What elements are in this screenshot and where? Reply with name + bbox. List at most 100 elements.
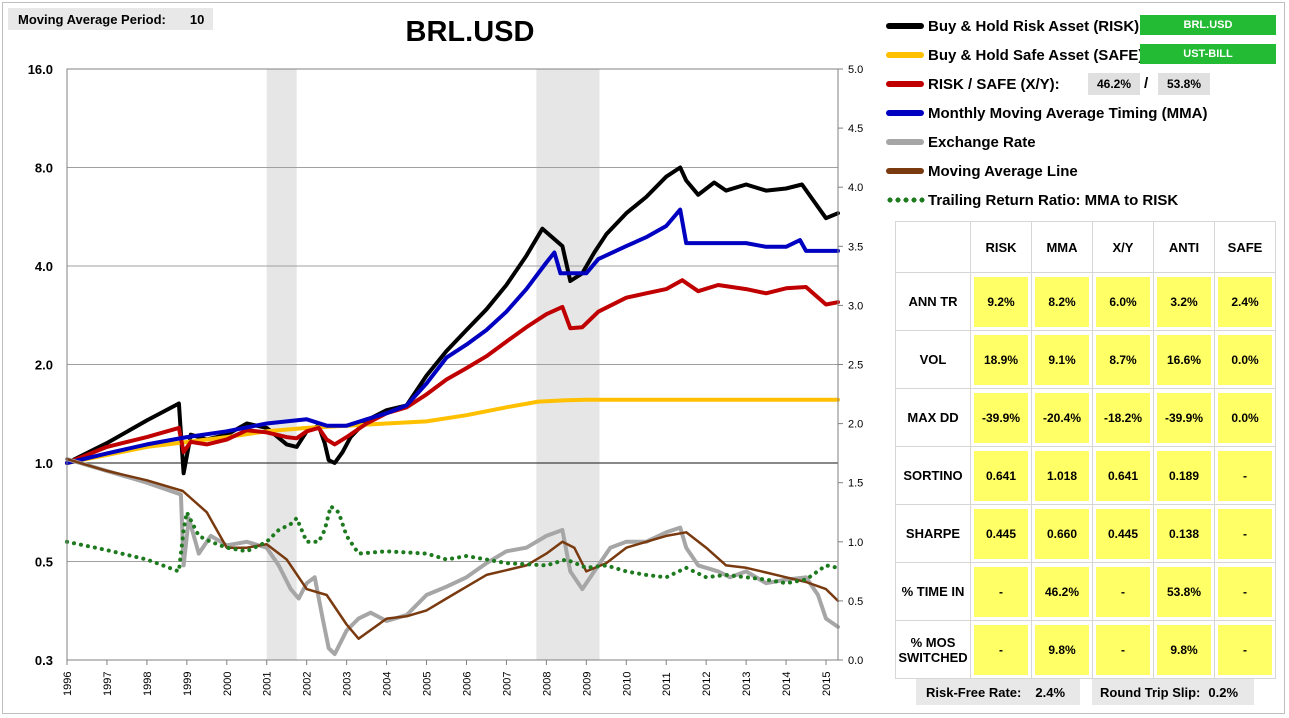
xy-risk-box: 46.2% <box>1088 73 1140 95</box>
y-tick-label-right: 2.5 <box>848 360 863 372</box>
ma-period-label: Moving Average Period: <box>18 11 166 27</box>
stats-cell: 0.445 <box>1092 504 1154 563</box>
y-tick-label-left: 0.3 <box>35 653 53 668</box>
stats-value: - <box>1218 624 1272 675</box>
y-tick-label-left: 2.0 <box>35 358 53 373</box>
stats-row: VOL 18.9% 9.1% 8.7% 16.6% 0.0% <box>895 330 1276 389</box>
y-tick-label-right: 3.0 <box>848 300 863 312</box>
xy-safe-box: 53.8% <box>1158 73 1210 95</box>
risk-free-pill: Risk-Free Rate: 2.4% <box>916 679 1080 705</box>
legend-label: Exchange Rate <box>928 133 1036 151</box>
stats-cell: -39.9% <box>970 388 1032 447</box>
y-tick-label-right: 0.5 <box>848 596 863 608</box>
x-tick-label: 2010 <box>621 672 633 696</box>
chart-plot: 16.0 8.0 4.0 2.0 1.0 0.5 0.3 5.0 4.5 4.0 3.5 3.0 2.5… <box>28 62 864 696</box>
stats-cell: - <box>970 620 1032 679</box>
legend-swatch <box>886 168 924 174</box>
stats-value: - <box>1096 566 1150 617</box>
x-tick-label: 2012 <box>701 672 713 696</box>
x-tick-label: 2006 <box>461 672 473 696</box>
y-tick-label-right: 4.0 <box>848 182 863 194</box>
series-line <box>65 165 840 476</box>
slip-label: Round Trip Slip: <box>1100 684 1201 700</box>
stats-cell: 0.0% <box>1214 330 1276 389</box>
stats-value: 9.1% <box>1035 334 1089 385</box>
stats-value: -18.2% <box>1096 392 1150 443</box>
y-tick-label-right: 4.5 <box>848 123 863 135</box>
stats-value: - <box>1218 450 1272 501</box>
stats-value: -20.4% <box>1035 392 1089 443</box>
stats-row-label: % TIME IN <box>895 562 971 621</box>
x-tick-label: 2007 <box>501 672 513 696</box>
stats-value: -39.9% <box>1157 392 1211 443</box>
stats-row-label: VOL <box>895 330 971 389</box>
y-tick-label-right: 1.0 <box>848 537 863 549</box>
stats-value: -39.9% <box>974 392 1028 443</box>
stats-cell: 0.445 <box>970 504 1032 563</box>
x-tick-label: 2001 <box>262 672 274 696</box>
x-tick-label: 2008 <box>541 672 553 696</box>
y-tick-label-right: 3.5 <box>848 241 863 253</box>
y-tick-label-right: 0.0 <box>848 655 863 667</box>
stats-value: 0.0% <box>1218 392 1272 443</box>
stats-row: % MOS SWITCHED -9.8% -9.8% - <box>895 620 1276 679</box>
stats-cell: - <box>1214 620 1276 679</box>
stats-row-label: SORTINO <box>895 446 971 505</box>
y-tick-label-right: 2.0 <box>848 419 863 431</box>
risk-free-value: 2.4% <box>1035 684 1066 700</box>
stats-value: 0.445 <box>1096 508 1150 559</box>
legend-label: Buy & Hold Risk Asset (RISK): <box>928 17 1145 35</box>
stats-cell: 9.2% <box>970 272 1032 331</box>
stats-cell: -39.9% <box>1153 388 1215 447</box>
risk-asset-box: BRL.USD <box>1140 15 1276 35</box>
legend-label: Moving Average Line <box>928 162 1078 180</box>
x-tick-label: 2015 <box>821 672 833 696</box>
x-tick-label: 2003 <box>342 672 354 696</box>
stats-value: - <box>974 566 1028 617</box>
stats-cell: 3.2% <box>1153 272 1215 331</box>
legend-swatch <box>886 139 924 145</box>
stats-value: - <box>1096 624 1150 675</box>
stats-row: SHARPE 0.445 0.660 0.445 0.138- <box>895 504 1276 563</box>
stats-row-label: ANN TR <box>895 272 971 331</box>
stats-cell: - <box>1092 620 1154 679</box>
stats-row-label: MAX DD <box>895 388 971 447</box>
stats-cell: - <box>1214 504 1276 563</box>
stats-value: 2.4% <box>1218 276 1272 327</box>
stats-value: 0.445 <box>974 508 1028 559</box>
stats-cell: 8.7% <box>1092 330 1154 389</box>
x-tick-label: 2004 <box>382 672 394 696</box>
stats-value: 9.2% <box>974 276 1028 327</box>
y-tick-label-left: 16.0 <box>28 62 53 77</box>
stats-cell: 9.8% <box>1153 620 1215 679</box>
stats-cell: 0.138 <box>1153 504 1215 563</box>
chart-title: BRL.USD <box>405 16 535 48</box>
stats-value: 3.2% <box>1157 276 1211 327</box>
safe-asset-box: UST-BILL <box>1140 44 1276 64</box>
stats-value: 8.2% <box>1035 276 1089 327</box>
stats-value: 0.0% <box>1218 334 1272 385</box>
stats-cell: - <box>1092 562 1154 621</box>
x-tick-label: 2013 <box>741 672 753 696</box>
stats-cell: 0.189 <box>1153 446 1215 505</box>
stats-value: 1.018 <box>1035 450 1089 501</box>
stats-cell: -18.2% <box>1092 388 1154 447</box>
stats-row: % TIME IN -46.2% -53.8% - <box>895 562 1276 621</box>
stats-value: 0.189 <box>1157 450 1211 501</box>
stats-value: 9.8% <box>1157 624 1211 675</box>
stats-row-label: SHARPE <box>895 504 971 563</box>
stats-cell: 0.641 <box>970 446 1032 505</box>
stats-row-label: % MOS SWITCHED <box>895 620 971 679</box>
col-header: MMA <box>1031 221 1093 273</box>
stats-row: ANN TR 9.2% 8.2% 6.0% 3.2% 2.4% <box>895 272 1276 331</box>
x-tick-label: 1997 <box>102 672 114 696</box>
col-header: SAFE <box>1214 221 1276 273</box>
stats-cell: 8.2% <box>1031 272 1093 331</box>
stats-value: 0.660 <box>1035 508 1089 559</box>
stats-cell: 0.641 <box>1092 446 1154 505</box>
x-tick-label: 1999 <box>182 672 194 696</box>
stats-row: MAX DD -39.9% -20.4% -18.2% -39.9% 0.0% <box>895 388 1276 447</box>
stats-cell: 6.0% <box>1092 272 1154 331</box>
stats-value: - <box>1218 566 1272 617</box>
